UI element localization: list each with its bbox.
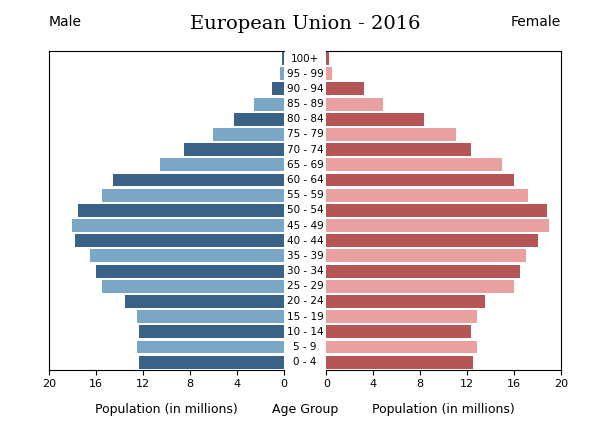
Bar bbox=[102, 280, 284, 293]
Text: 95 - 99: 95 - 99 bbox=[287, 69, 323, 79]
Text: Female: Female bbox=[511, 15, 561, 29]
Bar bbox=[113, 173, 284, 187]
Text: 100+: 100+ bbox=[291, 54, 319, 64]
Text: 40 - 44: 40 - 44 bbox=[287, 236, 323, 246]
Bar bbox=[78, 204, 284, 217]
Bar bbox=[280, 67, 284, 80]
Bar bbox=[326, 326, 471, 338]
Bar bbox=[326, 204, 547, 217]
Text: 0 - 4: 0 - 4 bbox=[293, 357, 317, 367]
Bar bbox=[234, 113, 284, 126]
Text: 30 - 34: 30 - 34 bbox=[287, 266, 323, 276]
Bar bbox=[326, 143, 471, 156]
Text: Population (in millions): Population (in millions) bbox=[95, 403, 238, 416]
Text: 5 - 9: 5 - 9 bbox=[293, 342, 317, 352]
Bar bbox=[90, 249, 284, 262]
Bar bbox=[125, 295, 284, 308]
Bar bbox=[184, 143, 284, 156]
Text: 60 - 64: 60 - 64 bbox=[287, 175, 323, 185]
Bar bbox=[326, 234, 538, 247]
Bar bbox=[326, 340, 476, 354]
Bar bbox=[326, 249, 526, 262]
Text: 25 - 29: 25 - 29 bbox=[287, 281, 323, 291]
Bar bbox=[326, 356, 473, 368]
Bar bbox=[326, 310, 476, 323]
Bar bbox=[326, 98, 382, 110]
Text: 65 - 69: 65 - 69 bbox=[287, 160, 323, 170]
Bar bbox=[326, 173, 514, 187]
Text: European Union - 2016: European Union - 2016 bbox=[190, 15, 420, 33]
Text: Population (in millions): Population (in millions) bbox=[372, 403, 515, 416]
Bar bbox=[102, 189, 284, 201]
Bar bbox=[326, 219, 550, 232]
Text: 90 - 94: 90 - 94 bbox=[287, 84, 323, 94]
Text: 20 - 24: 20 - 24 bbox=[287, 297, 323, 306]
Bar bbox=[326, 159, 503, 171]
Bar bbox=[326, 265, 520, 278]
Bar bbox=[96, 265, 284, 278]
Bar bbox=[326, 82, 364, 95]
Bar bbox=[214, 128, 284, 141]
Text: 70 - 74: 70 - 74 bbox=[287, 144, 323, 155]
Bar bbox=[326, 189, 528, 201]
Text: Age Group: Age Group bbox=[272, 403, 338, 416]
Bar bbox=[326, 113, 424, 126]
Bar bbox=[326, 52, 329, 65]
Bar bbox=[326, 128, 456, 141]
Bar bbox=[326, 67, 332, 80]
Text: 45 - 49: 45 - 49 bbox=[287, 221, 323, 230]
Bar bbox=[137, 340, 284, 354]
Bar bbox=[137, 310, 284, 323]
Bar bbox=[160, 159, 284, 171]
Bar bbox=[139, 326, 284, 338]
Bar bbox=[282, 52, 284, 65]
Text: Male: Male bbox=[49, 15, 82, 29]
Text: 85 - 89: 85 - 89 bbox=[287, 99, 323, 109]
Bar bbox=[272, 82, 284, 95]
Bar bbox=[139, 356, 284, 368]
Text: 10 - 14: 10 - 14 bbox=[287, 327, 323, 337]
Bar bbox=[72, 219, 284, 232]
Text: 50 - 54: 50 - 54 bbox=[287, 205, 323, 215]
Text: 80 - 84: 80 - 84 bbox=[287, 114, 323, 124]
Bar bbox=[254, 98, 284, 110]
Bar bbox=[326, 280, 514, 293]
Text: 35 - 39: 35 - 39 bbox=[287, 251, 323, 261]
Text: 15 - 19: 15 - 19 bbox=[287, 312, 323, 322]
Text: 75 - 79: 75 - 79 bbox=[287, 130, 323, 139]
Text: 55 - 59: 55 - 59 bbox=[287, 190, 323, 200]
Bar bbox=[326, 295, 485, 308]
Bar bbox=[74, 234, 284, 247]
